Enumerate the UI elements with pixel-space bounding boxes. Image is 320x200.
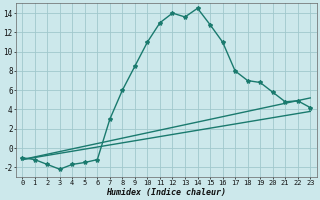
X-axis label: Humidex (Indice chaleur): Humidex (Indice chaleur) [106,188,226,197]
